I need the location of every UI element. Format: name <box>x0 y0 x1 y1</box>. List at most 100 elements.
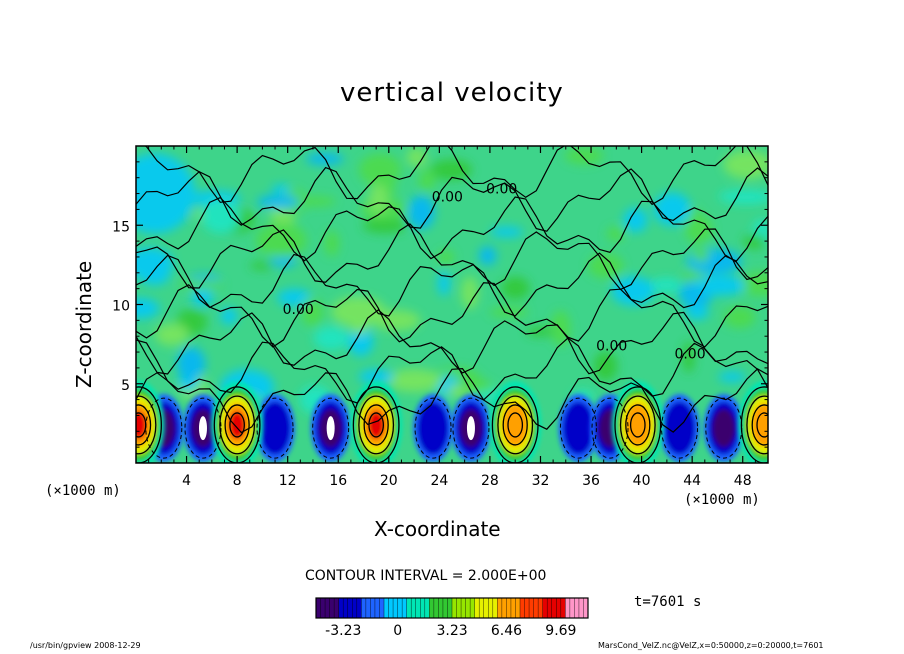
colorbar-swatch <box>438 598 444 618</box>
zero-contour <box>136 337 768 404</box>
turbulence-patch <box>724 306 756 329</box>
negative-contour <box>145 397 183 459</box>
turbulence-patch <box>736 271 768 297</box>
downdraft-core <box>198 416 207 441</box>
colorbar-swatch <box>470 598 476 618</box>
turbulence-patch <box>368 183 389 215</box>
updraft-contour <box>507 412 524 438</box>
updraft-cell <box>489 380 542 463</box>
colorbar-swatch <box>569 598 575 618</box>
colorbar-swatch <box>510 598 516 618</box>
turbulence-patch <box>720 189 768 205</box>
colorbar-swatch <box>365 598 371 618</box>
chart-title: vertical velocity <box>340 78 564 108</box>
colorbar-swatch <box>370 598 376 618</box>
colorbar-swatch <box>338 598 344 618</box>
x-tick-label: 28 <box>481 473 499 489</box>
updraft-contour <box>497 395 534 455</box>
x-tick-label: 40 <box>633 473 651 489</box>
turbulence-patch <box>201 198 240 234</box>
turbulence-patch <box>437 249 455 265</box>
colorbar-swatch <box>384 598 390 618</box>
zero-contour <box>136 367 768 434</box>
turbulence-patch <box>430 159 473 181</box>
colorbar-swatch <box>397 598 403 618</box>
downdraft-level <box>417 401 449 455</box>
colorbar-swatch <box>461 598 467 618</box>
updraft-contour <box>224 404 250 446</box>
colorbar-swatch <box>406 598 412 618</box>
colorbar-swatch <box>325 598 331 618</box>
turbulence-patch <box>386 368 442 393</box>
zero-contour <box>136 252 768 317</box>
turbulence-patch <box>693 249 709 262</box>
zero-contour <box>136 309 768 375</box>
negative-contour <box>661 397 699 459</box>
zero-contour <box>136 196 768 262</box>
colorbar-swatch <box>497 598 503 618</box>
x-tick-label: 16 <box>329 473 347 489</box>
turbulence-field <box>136 147 768 414</box>
turbulence-patch <box>685 214 713 244</box>
colorbar-swatch <box>533 598 539 618</box>
turbulence-patch <box>650 277 682 293</box>
downdraft-level <box>663 401 696 455</box>
colorbar-swatch <box>542 598 548 618</box>
turbulence-patch <box>249 261 276 271</box>
updraft-contour <box>229 412 245 438</box>
updraft-level <box>751 403 768 447</box>
turbulence-patch <box>742 234 766 250</box>
updraft-contour <box>136 404 152 446</box>
turbulence-patch <box>461 276 479 310</box>
colorbar-swatch <box>520 598 526 618</box>
updraft-cell <box>611 380 664 463</box>
turbulence-patch <box>256 194 300 209</box>
turbulence-patch <box>685 304 709 320</box>
updraft-cell <box>211 380 264 463</box>
turbulence-patch <box>301 297 324 327</box>
x-tick-label: 24 <box>430 473 448 489</box>
updraft-contour <box>368 412 385 438</box>
x-tick-label: 36 <box>582 473 600 489</box>
contour-label: 0.00 <box>486 182 517 198</box>
updraft-contour <box>219 395 256 455</box>
turbulence-patch <box>269 254 297 268</box>
x-tick-label: 8 <box>233 473 242 489</box>
colorbar-swatch <box>374 598 380 618</box>
x-tick-label: 4 <box>182 473 191 489</box>
turbulence-patch <box>418 169 436 192</box>
turbulence-patch <box>623 207 648 233</box>
turbulence-patch <box>324 230 340 257</box>
colorbar-swatch <box>415 598 421 618</box>
x-tick-label: 44 <box>683 473 701 489</box>
turbulence-patch <box>718 371 746 383</box>
turbulence-patch <box>526 326 554 337</box>
updraft-level <box>502 403 528 447</box>
downdraft-level <box>562 401 595 455</box>
turbulence-patch <box>593 351 618 381</box>
updraft-contour <box>358 395 395 455</box>
x-axis-label: X-coordinate <box>374 517 501 541</box>
downdraft-cell <box>255 394 296 463</box>
colorbar-swatch <box>565 598 571 618</box>
colorbar-swatch <box>334 598 340 618</box>
colorbar-swatch <box>465 598 471 618</box>
turbulence-patch <box>501 276 530 300</box>
colorbar-swatch <box>583 598 589 618</box>
downdraft-cell <box>703 394 744 463</box>
negative-contour <box>256 397 294 459</box>
colorbar-swatch <box>488 598 494 618</box>
updraft-contour <box>629 412 646 438</box>
y-tick-label: 10 <box>112 299 130 315</box>
colorbar-swatch <box>538 598 544 618</box>
colorbar-swatch <box>393 598 399 618</box>
turbulence-patch <box>489 306 529 318</box>
colorbar-swatch <box>524 598 530 618</box>
updraft-contour <box>756 412 768 438</box>
turbulence-patch <box>358 369 394 385</box>
turbulence-patch <box>564 147 604 165</box>
colorbar-tick-label: 3.23 <box>436 623 467 639</box>
